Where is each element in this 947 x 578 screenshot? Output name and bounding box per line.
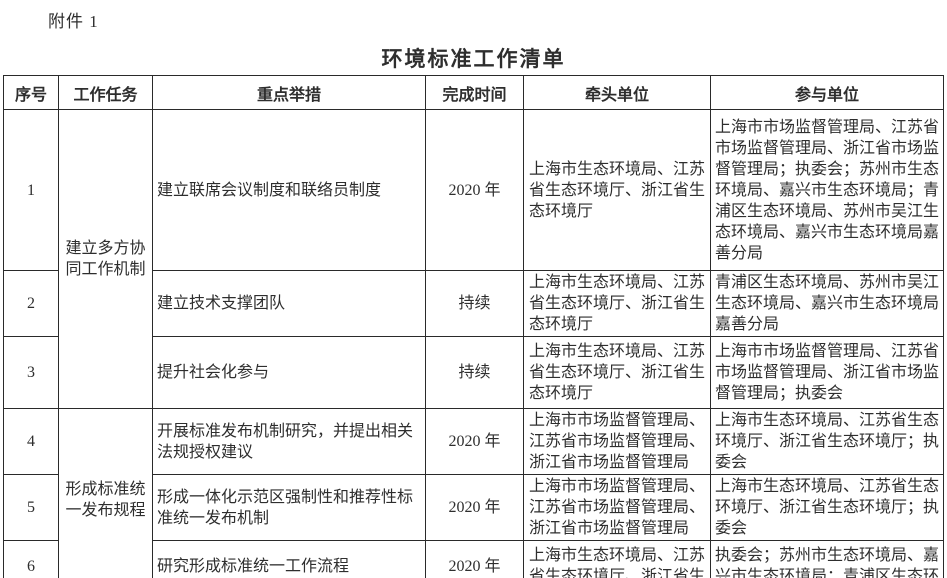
participants-cell: 青浦区生态环境局、苏州市吴江生态环境局、嘉兴市生态环境局嘉善分局 — [710, 270, 944, 337]
participants-cell: 执委会；苏州市生态环境局、嘉兴市生态环境局；青浦区生态环 — [710, 540, 944, 578]
table-header-row: 序号 工作任务 重点举措 完成时间 牵头单位 参与单位 — [3, 75, 944, 110]
table-row: 5 形成一体化示范区强制性和推荐性标准统一发布机制 2020 年 上海市市场监督… — [3, 474, 944, 541]
measure-cell: 形成一体化示范区强制性和推荐性标准统一发布机制 — [152, 474, 426, 541]
deadline-cell: 2020 年 — [425, 109, 524, 271]
deadline-cell: 持续 — [425, 336, 524, 409]
lead-unit-cell: 上海市生态环境局、江苏省生态环境厅、浙江省生 — [523, 540, 711, 578]
table-row: 6 研究形成标准统一工作流程 2020 年 上海市生态环境局、江苏省生态环境厅、… — [3, 540, 944, 578]
lead-unit-cell: 上海市市场监督管理局、江苏省市场监督管理局、浙江省市场监督管理局 — [523, 408, 711, 475]
row-number-cell: 4 — [3, 408, 59, 475]
page-title: 环境标准工作清单 — [381, 47, 566, 71]
lead-unit-cell: 上海市市场监督管理局、江苏省市场监督管理局、浙江省市场监督管理局 — [523, 474, 711, 541]
col-header-participants: 参与单位 — [710, 75, 944, 110]
deadline-cell: 2020 年 — [425, 540, 524, 578]
col-header-deadline: 完成时间 — [425, 75, 524, 110]
work-list-table: 序号 工作任务 重点举措 完成时间 牵头单位 参与单位 1 建立多方协同工作机制… — [3, 75, 944, 578]
measure-cell: 开展标准发布机制研究，并提出相关法规授权建议 — [152, 408, 426, 475]
table-row: 1 建立多方协同工作机制 建立联席会议制度和联络员制度 2020 年 上海市生态… — [3, 109, 944, 409]
deadline-cell: 2020 年 — [425, 408, 524, 475]
task-group-cell: 建立多方协同工作机制 — [58, 109, 153, 409]
measure-cell: 建立技术支撑团队 — [152, 270, 426, 337]
participants-cell: 上海市生态环境局、江苏省生态环境厅、浙江省生态环境厅；执委会 — [710, 408, 944, 475]
row-number-cell: 6 — [3, 540, 59, 578]
participants-cell: 上海市生态环境局、江苏省生态环境厅、浙江省生态环境厅；执委会 — [710, 474, 944, 541]
row-number-cell: 2 — [3, 270, 59, 337]
col-header-lead-unit: 牵头单位 — [523, 75, 711, 110]
deadline-cell: 持续 — [425, 270, 524, 337]
table-row: 2 建立技术支撑团队 持续 上海市生态环境局、江苏省生态环境厅、浙江省生态环境厅… — [3, 270, 944, 337]
deadline-cell: 2020 年 — [425, 474, 524, 541]
participants-cell: 上海市市场监督管理局、江苏省市场监督管理局、浙江省市场监督管理局；执委会；苏州市… — [710, 109, 944, 271]
measure-cell: 提升社会化参与 — [152, 336, 426, 409]
lead-unit-cell: 上海市生态环境局、江苏省生态环境厅、浙江省生态环境厅 — [523, 270, 711, 337]
table-row: 3 提升社会化参与 持续 上海市生态环境局、江苏省生态环境厅、浙江省生态环境厅 … — [3, 336, 944, 409]
table-row: 4 形成标准统一发布规程 开展标准发布机制研究，并提出相关法规授权建议 2020… — [3, 408, 944, 578]
participants-cell: 上海市市场监督管理局、江苏省市场监督管理局、浙江省市场监督管理局；执委会 — [710, 336, 944, 409]
attachment-label: 附件 1 — [48, 12, 99, 31]
col-header-measure: 重点举措 — [152, 75, 426, 110]
lead-unit-cell: 上海市生态环境局、江苏省生态环境厅、浙江省生态环境厅 — [523, 336, 711, 409]
col-header-no: 序号 — [3, 75, 59, 110]
task-group-cell: 形成标准统一发布规程 — [58, 408, 153, 578]
row-number-cell: 3 — [3, 336, 59, 409]
lead-unit-cell: 上海市生态环境局、江苏省生态环境厅、浙江省生态环境厅 — [523, 109, 711, 271]
measure-cell: 建立联席会议制度和联络员制度 — [152, 109, 426, 271]
measure-cell: 研究形成标准统一工作流程 — [152, 540, 426, 578]
row-number-cell: 5 — [3, 474, 59, 541]
col-header-task: 工作任务 — [58, 75, 153, 110]
row-number-cell: 1 — [3, 109, 59, 271]
